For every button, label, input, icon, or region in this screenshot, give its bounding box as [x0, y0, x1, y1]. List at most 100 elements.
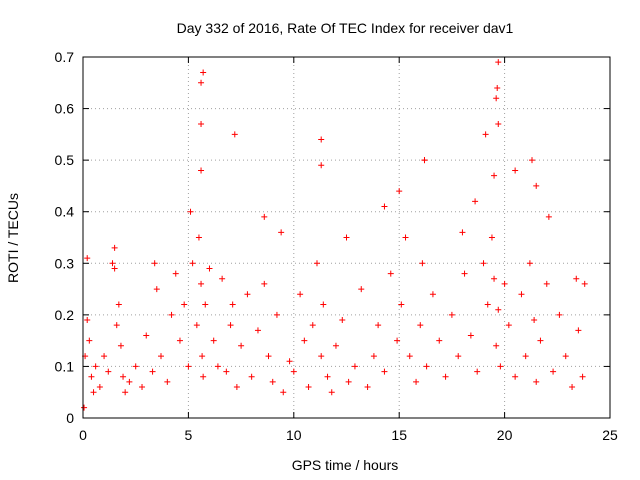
- x-tick-label: 5: [185, 427, 193, 443]
- data-point: [545, 213, 552, 220]
- data-point: [86, 337, 93, 344]
- data-point: [472, 198, 479, 205]
- data-point: [198, 121, 205, 128]
- data-point: [198, 167, 205, 174]
- data-point: [494, 84, 501, 91]
- data-point: [442, 373, 449, 380]
- data-point: [533, 182, 540, 189]
- data-point: [474, 368, 481, 375]
- data-point: [339, 317, 346, 324]
- data-point: [305, 384, 312, 391]
- data-point: [436, 337, 443, 344]
- data-point: [84, 255, 91, 262]
- data-point: [455, 353, 462, 360]
- data-point: [537, 337, 544, 344]
- data-point: [157, 353, 164, 360]
- data-point: [254, 327, 261, 334]
- data-point: [491, 275, 498, 282]
- data-point: [111, 265, 118, 272]
- data-point: [493, 95, 500, 102]
- data-point: [358, 286, 365, 293]
- data-point: [297, 291, 304, 298]
- data-point: [394, 337, 401, 344]
- data-point: [526, 260, 533, 267]
- data-point: [480, 260, 487, 267]
- y-tick-label: 0.4: [55, 204, 75, 220]
- data-point: [198, 280, 205, 287]
- data-point: [459, 229, 466, 236]
- data-point: [261, 213, 268, 220]
- data-point: [313, 260, 320, 267]
- data-point: [501, 280, 508, 287]
- data-point: [164, 378, 171, 385]
- plot-frame: [82, 56, 611, 419]
- data-point: [132, 363, 139, 370]
- data-point: [181, 301, 188, 308]
- data-point: [543, 280, 550, 287]
- data-point: [461, 270, 468, 277]
- data-point: [343, 234, 350, 241]
- data-point: [421, 157, 428, 164]
- data-point: [200, 373, 207, 380]
- data-point: [328, 389, 335, 396]
- data-point: [417, 322, 424, 329]
- data-point: [375, 322, 382, 329]
- data-point: [579, 373, 586, 380]
- data-point: [117, 342, 124, 349]
- x-tick-label: 10: [286, 427, 302, 443]
- data-point: [111, 244, 118, 251]
- data-point: [244, 291, 251, 298]
- data-point: [423, 363, 430, 370]
- data-point: [185, 363, 192, 370]
- data-point: [229, 301, 236, 308]
- x-tick-label: 0: [79, 427, 87, 443]
- data-point: [214, 363, 221, 370]
- data-point: [143, 332, 150, 339]
- data-point: [231, 131, 238, 138]
- data-point: [419, 260, 426, 267]
- data-point: [413, 378, 420, 385]
- data-point: [126, 378, 133, 385]
- data-point: [195, 234, 202, 241]
- data-point: [199, 353, 206, 360]
- data-point: [318, 353, 325, 360]
- data-point: [109, 260, 116, 267]
- data-point: [105, 368, 112, 375]
- data-point: [233, 384, 240, 391]
- data-point: [569, 384, 576, 391]
- y-tick-label: 0: [66, 410, 74, 426]
- data-point: [581, 280, 588, 287]
- data-point: [324, 373, 331, 380]
- data-point: [248, 373, 255, 380]
- data-point: [467, 332, 474, 339]
- data-point: [238, 342, 245, 349]
- data-point: [269, 378, 276, 385]
- data-point: [573, 275, 580, 282]
- data-point: [189, 260, 196, 267]
- data-point: [115, 301, 122, 308]
- data-point: [402, 234, 409, 241]
- data-point: [318, 162, 325, 169]
- data-point: [122, 389, 129, 396]
- data-point: [202, 301, 209, 308]
- axis-ticks: [82, 56, 611, 419]
- data-point: [320, 301, 327, 308]
- data-points: [81, 59, 588, 411]
- data-point: [332, 342, 339, 349]
- data-point: [265, 353, 272, 360]
- data-point: [488, 234, 495, 241]
- data-point: [531, 317, 538, 324]
- data-point: [493, 342, 500, 349]
- y-tick-label: 0.6: [55, 101, 75, 117]
- data-point: [92, 363, 99, 370]
- data-point: [495, 121, 502, 128]
- y-tick-label: 0.1: [55, 358, 75, 374]
- data-point: [429, 291, 436, 298]
- data-point: [318, 136, 325, 143]
- data-point: [210, 337, 217, 344]
- data-point: [381, 203, 388, 210]
- data-point: [497, 363, 504, 370]
- data-point: [301, 337, 308, 344]
- data-point: [200, 69, 207, 76]
